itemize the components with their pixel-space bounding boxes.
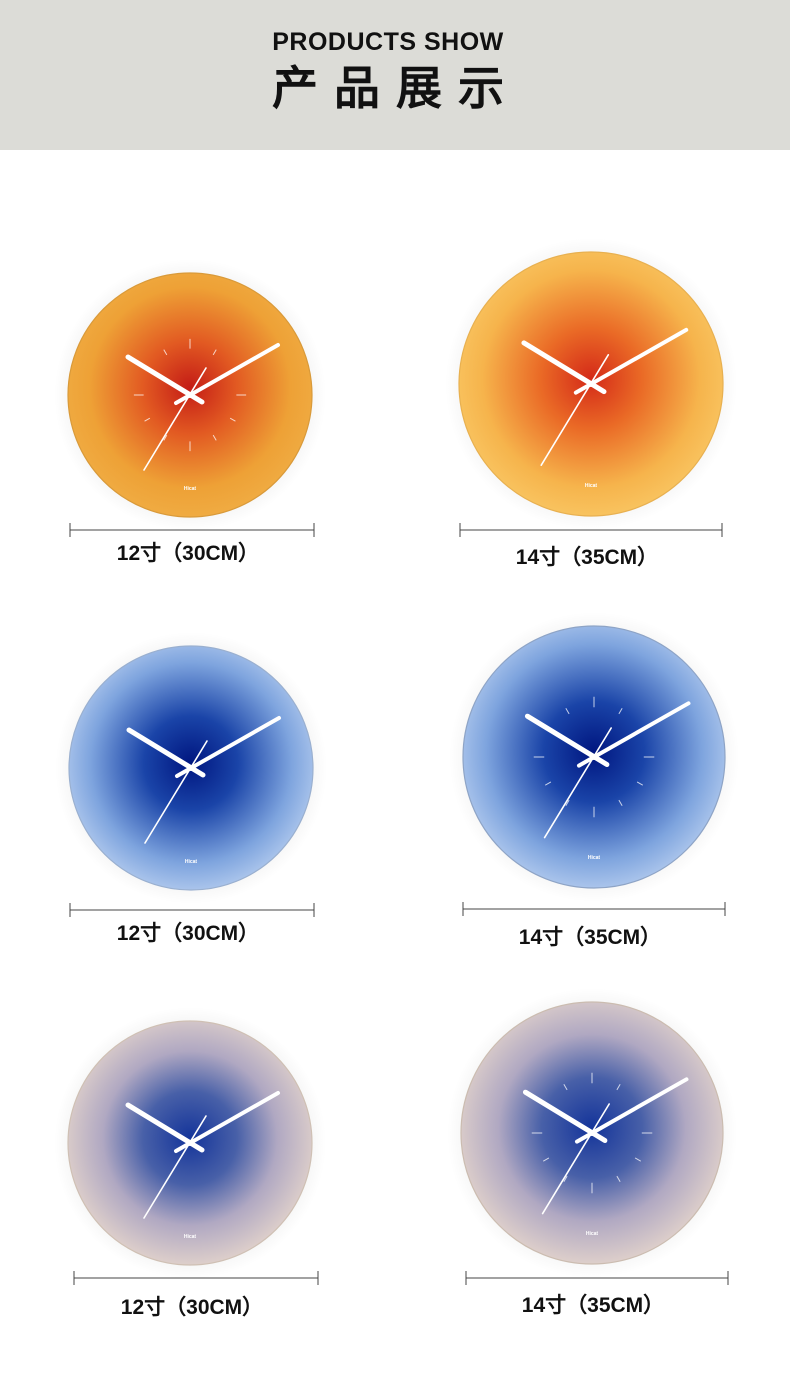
second-hand [540,353,610,466]
clock-item: Hicat 14寸（35CM） [449,612,739,949]
clock-grid: Hicat 12寸（30CM） Hicat 14寸（35CM） Hicat 12寸（30C… [54,238,739,1319]
minute-hand [573,327,689,395]
header-band [0,0,790,150]
minute-hand [174,1091,280,1153]
second-hand [543,727,612,839]
hand-pin [591,754,597,760]
clock-item: Hicat 12寸（30CM） [55,632,327,945]
clock-tick [563,1083,568,1091]
hand-pin [187,1140,193,1146]
size-label: 12寸（30CM） [117,541,259,565]
second-hand [143,1115,207,1219]
clock-brand: Hicat [184,486,197,492]
clock-item: Hicat 14寸（35CM） [445,238,737,569]
header-title-en: PRODUCTS SHOW [272,28,504,56]
second-hand [143,367,207,471]
clock-brand: Hicat [586,1231,599,1237]
hand-pin [588,381,594,387]
hand-pin [187,392,193,398]
clock-brand: Hicat [585,483,598,489]
clock-tick [618,707,623,715]
size-label: 14寸（35CM） [516,545,658,569]
clock-tick [636,781,644,786]
clock-tick [616,1175,621,1183]
clock-item: Hicat 12寸（30CM） [54,259,326,565]
hand-pin [188,765,194,771]
clock-item: Hicat 12寸（30CM） [54,1007,326,1319]
clock-tick [144,417,151,422]
header-title-zh: 产品展示 [272,62,520,114]
clock-tick [163,434,168,441]
minute-hand [574,1077,689,1144]
minute-hand [174,343,280,405]
clock-tick [616,1083,621,1091]
size-label: 12寸（30CM） [117,921,259,945]
clock-tick [212,434,217,441]
clock-tick [565,707,570,715]
clock-tick [229,417,236,422]
clock-brand: Hicat [185,859,198,865]
size-label: 14寸（35CM） [522,1293,664,1317]
hand-pin [589,1130,595,1136]
clock-tick [544,781,552,786]
clock-tick [212,349,217,356]
clock-tick [563,1175,568,1183]
minute-hand [175,716,281,778]
clock-tick [163,349,168,356]
clock-item: Hicat 14寸（35CM） [447,988,737,1317]
second-hand [144,740,208,844]
clock-brand: Hicat [184,1234,197,1240]
clock-tick [618,799,623,807]
clock-tick [565,799,570,807]
clock-tick [634,1157,642,1162]
minute-hand [576,701,691,768]
size-label: 12寸（30CM） [121,1295,263,1319]
clock-tick [542,1157,550,1162]
second-hand [541,1103,610,1215]
size-label: 14寸（35CM） [519,925,661,949]
clock-brand: Hicat [588,855,601,861]
